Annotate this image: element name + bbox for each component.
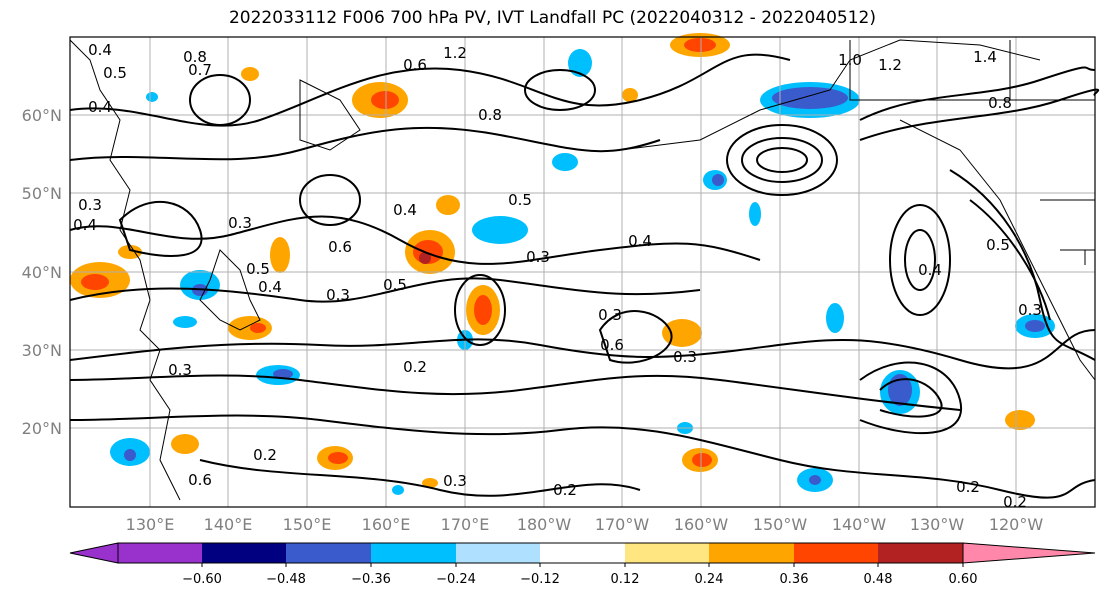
contour-label: 0.2 xyxy=(553,481,577,499)
lon-label: 170°E xyxy=(441,515,490,534)
colorbar-segment xyxy=(794,543,878,563)
contour-label: 0.3 xyxy=(78,196,102,214)
lon-label: 170°W xyxy=(595,515,650,534)
contour-label: 1.4 xyxy=(973,48,997,66)
contour-label: 0.3 xyxy=(673,348,697,366)
lat-label: 20°N xyxy=(22,419,62,438)
contour-label: 0.3 xyxy=(326,286,350,304)
contour-label: 0.2 xyxy=(1003,493,1027,511)
colorbar-tick-label: −0.36 xyxy=(351,572,391,587)
contour-label: 0.2 xyxy=(253,446,277,464)
colorbar-tick-label: −0.60 xyxy=(182,572,222,587)
latitude-labels: 60°N 50°N 40°N 30°N 20°N xyxy=(22,106,62,438)
contour-label: 0.8 xyxy=(988,94,1012,112)
lon-label: 130°W xyxy=(910,515,965,534)
lat-label: 30°N xyxy=(22,341,62,360)
contour-label: 1.2 xyxy=(443,44,467,62)
contour-label: 0.5 xyxy=(103,64,127,82)
colorbar-tick-label: 0.12 xyxy=(611,572,640,587)
contour-label: 0.2 xyxy=(956,478,980,496)
contour-label: 0.2 xyxy=(403,358,427,376)
contour-label: 0.6 xyxy=(403,56,427,74)
contour-label: 0.4 xyxy=(258,278,282,296)
contour-label: 0.6 xyxy=(188,471,212,489)
contour-label: 0.4 xyxy=(88,41,112,59)
lon-label: 180°W xyxy=(517,515,572,534)
colorbar-segment xyxy=(202,543,286,563)
lon-label: 150°W xyxy=(753,515,808,534)
colorbar-tick-label: −0.48 xyxy=(266,572,306,587)
contour-label: 0.3 xyxy=(443,472,467,490)
contour-label: 0.6 xyxy=(328,238,352,256)
contour-label: 0.5 xyxy=(246,260,270,278)
colorbar-extend-high xyxy=(962,542,1096,564)
coastlines xyxy=(69,39,1096,501)
contour-label: 1.2 xyxy=(878,56,902,74)
contour-label: 0.3 xyxy=(598,306,622,324)
contour-labels: 0.40.50.80.71.20.60.81.0 1.2 1.40.80.40.30… xyxy=(73,41,1042,511)
contour-label: 0.3 xyxy=(228,214,252,232)
contour-label: 0.4 xyxy=(88,98,112,116)
lat-label: 60°N xyxy=(22,106,62,125)
pv-shading xyxy=(70,33,1055,495)
colorbar-segment xyxy=(625,543,709,563)
contour-label: 0.5 xyxy=(383,276,407,294)
contour-label: 0.5 xyxy=(986,236,1010,254)
lon-label: 130°E xyxy=(126,515,175,534)
colorbar-segment xyxy=(540,543,625,563)
pv-contours xyxy=(69,53,1100,499)
lon-label: 160°E xyxy=(362,515,411,534)
lat-label: 50°N xyxy=(22,184,62,203)
map-frame xyxy=(69,36,1096,508)
colorbar-tick-label: 0.60 xyxy=(949,572,978,587)
contour-label: 0.4 xyxy=(73,216,97,234)
lon-label: 160°W xyxy=(674,515,729,534)
contour-label: 0.7 xyxy=(188,61,212,79)
contour-label: 0.8 xyxy=(478,106,502,124)
lon-label: 140°W xyxy=(832,515,887,534)
lat-label: 40°N xyxy=(22,263,62,282)
colorbar-segment xyxy=(118,543,202,563)
colorbar: −0.60 −0.48 −0.36 −0.24 −0.12 0.12 0.24 0.36 0.4… xyxy=(69,542,1096,587)
contour-label: 0.3 xyxy=(1018,301,1042,319)
contour-label: 0.8 xyxy=(183,48,207,66)
contour-label: 0.4 xyxy=(918,261,942,279)
colorbar-tick-label: 0.24 xyxy=(695,572,724,587)
colorbar-segment xyxy=(456,543,540,563)
contour-label: 0.4 xyxy=(628,232,652,250)
colorbar-segment xyxy=(286,543,371,563)
contour-label: 0.4 xyxy=(393,201,417,219)
colorbar-tick-label: −0.12 xyxy=(520,572,560,587)
colorbar-tick-label: 0.36 xyxy=(780,572,809,587)
lon-label: 150°E xyxy=(283,515,332,534)
contour-label: 0.3 xyxy=(526,248,550,266)
contour-label: 0.3 xyxy=(168,361,192,379)
contour-label: 1.0 xyxy=(838,51,862,69)
colorbar-tick-label: −0.24 xyxy=(436,572,476,587)
lon-label: 140°E xyxy=(204,515,253,534)
colorbar-tick-label: 0.48 xyxy=(864,572,893,587)
map-title: 2022033112 F006 700 hPa PV, IVT Landfall… xyxy=(228,8,876,28)
contour-label: 0.6 xyxy=(600,336,624,354)
colorbar-segment xyxy=(371,543,456,563)
colorbar-segment xyxy=(709,543,794,563)
colorbar-segment xyxy=(878,543,963,563)
contour-label: 0.5 xyxy=(508,191,532,209)
colorbar-extend-low xyxy=(69,542,119,564)
longitude-labels: 130°E 140°E 150°E 160°E 170°E 180°W 170°W 160°W… xyxy=(126,515,1044,534)
lon-label: 120°W xyxy=(989,515,1044,534)
